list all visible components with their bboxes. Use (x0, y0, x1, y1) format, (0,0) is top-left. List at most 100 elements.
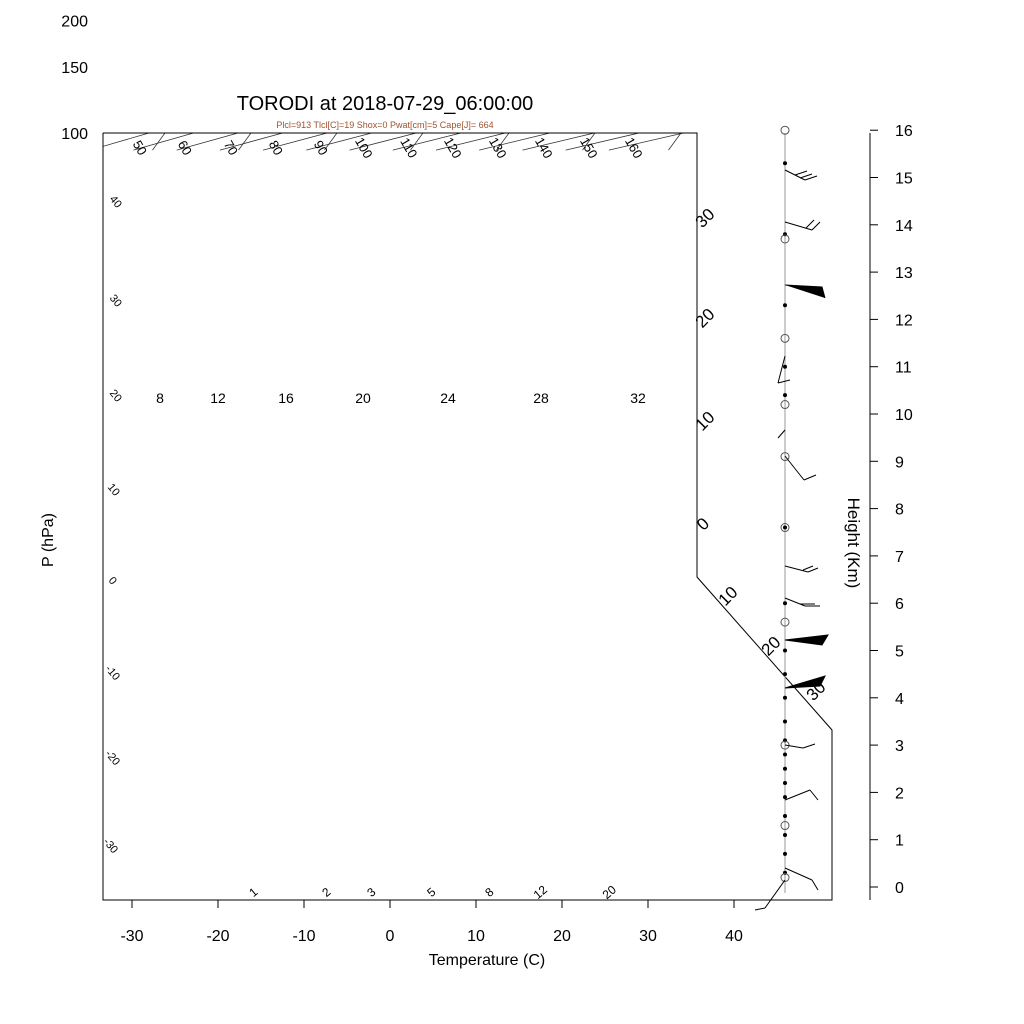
height-tick-label: 11 (895, 360, 912, 377)
wind-level-dot (783, 161, 787, 166)
dry-adiabat-line (479, 133, 832, 151)
wind-level-dot (783, 303, 787, 308)
height-tick-label: 13 (895, 265, 913, 282)
plot-frame (102, 132, 833, 901)
wind-level-dot (783, 393, 787, 398)
wind-profile (754, 125, 829, 911)
dry-adiabat-label: 90 (311, 138, 331, 158)
temperature-tick-label: -10 (292, 928, 315, 945)
isotherm-line (754, 133, 832, 151)
isotherm-line (582, 133, 832, 151)
moist-adiabat-label: 20 (355, 390, 371, 406)
dry-adiabat-line (565, 133, 832, 151)
moist-adiabat-line (809, 0, 1024, 20)
wind-barb (784, 675, 826, 689)
wind-level-dot (783, 364, 787, 369)
wind-barb (784, 743, 816, 749)
isotherm-line (496, 133, 789, 151)
height-tick-label: 14 (895, 218, 913, 235)
wind-level-dot (783, 648, 787, 653)
chart-title: TORODI at 2018-07-29_06:00:00 (237, 93, 533, 115)
temperature-axis: -30 -20 -10 0 10 20 30 40 (120, 900, 743, 945)
wind-level-circle (780, 523, 790, 533)
dry-adiabat-line (435, 133, 832, 151)
dry-adiabat-line (103, 133, 832, 151)
height-tick-label: 16 (895, 123, 913, 140)
dry-adiabat-line (103, 133, 832, 151)
wind-barb (784, 565, 819, 573)
height-tick-label: 10 (895, 407, 913, 424)
chart-subtitle: Plcl=913 Tlcl[C]=19 Shox=0 Pwat[cm]=5 Ca… (276, 120, 493, 130)
x-axis-label: Temperature (C) (429, 952, 545, 969)
dry-adiabat-line (103, 133, 832, 151)
wind-level-dot (783, 695, 787, 700)
height-tick-label: 3 (895, 738, 904, 755)
plot-background (103, 133, 832, 900)
grid-lines (103, 0, 1024, 151)
moist-adiabat-label: 12 (210, 390, 226, 406)
height-tick-label: 6 (895, 596, 904, 613)
dry-adiabat-label: 80 (266, 138, 286, 158)
wind-barb (777, 355, 791, 384)
wind-barb (754, 867, 819, 911)
isotherm-line (1012, 0, 1024, 150)
height-tick-label: 7 (895, 549, 904, 566)
moist-adiabat-line (357, 0, 1024, 20)
wind-level-dot (783, 814, 787, 819)
wind-barb (784, 455, 817, 481)
moist-adiabat-line (593, 0, 1024, 20)
isotherm-line (668, 133, 832, 151)
dry-adiabat-line (103, 133, 832, 151)
dry-adiabat-line (103, 133, 832, 151)
moist-adiabat-line (422, 0, 1024, 20)
wind-level-dot (783, 766, 787, 771)
height-tick-label: 5 (895, 644, 904, 661)
dewpoint-line (853, 0, 1024, 125)
wind-level-dot (783, 832, 787, 837)
dry-adiabat-label: 60 (175, 138, 195, 158)
wind-barb (777, 429, 786, 439)
wind-level-dot (783, 601, 787, 606)
wind-level-dot (783, 851, 787, 856)
wind-level-circle (780, 821, 790, 831)
wind-level-circle (780, 740, 790, 750)
height-tick-label: 15 (895, 171, 913, 188)
wind-barb (784, 597, 820, 607)
moist-adiabat-label: 8 (156, 390, 164, 406)
wind-level-circle (780, 234, 790, 244)
temperature-tick-label: 20 (553, 928, 571, 945)
wind-level-dot (783, 672, 787, 677)
wind-level-circle (780, 873, 790, 883)
height-tick-label: 9 (895, 454, 904, 471)
wind-level-circle (780, 400, 790, 410)
height-tick-label: 8 (895, 502, 904, 519)
temperature-tick-label: 40 (725, 928, 743, 945)
dry-adiabat-line (608, 133, 832, 151)
dry-adiabat-label: 50 (130, 138, 150, 158)
pressure-tick-label: 150 (61, 60, 88, 77)
isotherm-line (840, 0, 1024, 150)
temperature-tick-label: -30 (120, 928, 143, 945)
wind-level-dot (783, 780, 787, 785)
temperature-tick-label: 30 (639, 928, 657, 945)
wind-level-dot (783, 719, 787, 724)
dry-adiabat-line (103, 133, 832, 151)
height-tick-label: 0 (895, 880, 904, 897)
dry-adiabat-line (103, 133, 832, 151)
dry-adiabat-line (103, 133, 832, 151)
wind-level-circle (780, 617, 790, 627)
dry-adiabat-line (133, 133, 832, 151)
moist-adiabat-line (302, 0, 1024, 20)
pressure-tick-label: 200 (61, 13, 88, 30)
isotherm-line (926, 0, 1024, 150)
temperature-tick-label: -20 (206, 928, 229, 945)
dry-adiabat-line (103, 133, 832, 151)
height-axis-label: Height (Km) (844, 498, 863, 589)
moist-adiabat-label: 32 (630, 390, 646, 406)
height-tick-label: 1 (895, 833, 904, 850)
moist-adiabat-label: 16 (278, 390, 294, 406)
wind-barb (784, 634, 829, 646)
wind-level-circle (780, 333, 790, 343)
